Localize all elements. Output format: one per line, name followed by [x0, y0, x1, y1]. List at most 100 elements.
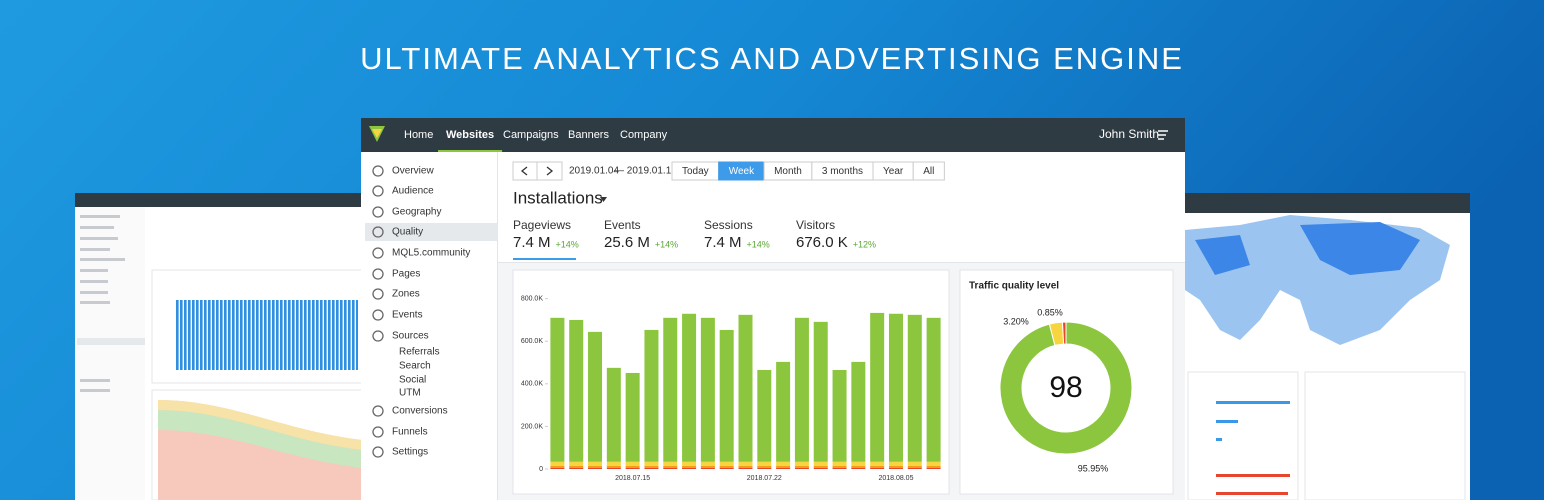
dropdown-caret	[600, 197, 607, 202]
y-tick-label: 400.0K	[521, 381, 544, 388]
period-label[interactable]: All	[923, 166, 934, 177]
bar-segment	[813, 466, 828, 468]
stat-value: 676.0 K	[796, 234, 848, 251]
bar-segment	[700, 466, 715, 468]
donut-label: 95.95%	[1078, 463, 1109, 473]
bar-segment	[569, 466, 584, 468]
period-label[interactable]: 3 months	[822, 166, 863, 177]
user-name[interactable]: John Smith	[1099, 127, 1159, 141]
bar-segment	[757, 467, 772, 469]
sidebar-subitem[interactable]: Social	[399, 375, 426, 386]
sidebar-item[interactable]: Geography	[392, 207, 441, 218]
sidebar-icon	[372, 226, 384, 238]
sidebar-item[interactable]: Zones	[392, 289, 420, 300]
stat-underline	[513, 258, 576, 260]
right-window	[1183, 193, 1470, 500]
y-tick-label: 600.0K	[521, 338, 544, 345]
bar-segment	[794, 317, 809, 462]
date-to: — 2019.01.10	[614, 166, 677, 177]
sidebar-icon	[372, 268, 384, 280]
bar-segment	[794, 467, 809, 469]
bar-segment	[870, 466, 885, 468]
bar-segment	[719, 466, 734, 468]
bar-segment	[682, 313, 697, 462]
bar-segment	[606, 467, 621, 469]
bar-segment	[588, 467, 603, 469]
stat-label: Sessions	[704, 218, 753, 232]
nav-item[interactable]: Company	[620, 129, 668, 141]
bar-segment	[757, 369, 772, 462]
top-bar	[361, 118, 1185, 152]
bar-segment	[663, 467, 678, 469]
y-tick-label: 0	[539, 466, 543, 473]
sidebar-item[interactable]: Sources	[392, 331, 429, 342]
bar-segment	[757, 461, 772, 467]
sidebar-subitem[interactable]: UTM	[399, 388, 421, 399]
bar-segment	[625, 466, 640, 468]
sidebar-item[interactable]: Audience	[392, 186, 434, 197]
donut-segment	[999, 321, 1133, 455]
bar-segment	[719, 461, 734, 467]
bar-segment	[588, 461, 603, 467]
next-button[interactable]	[536, 161, 563, 181]
bar-segment	[550, 466, 565, 468]
sidebar-item[interactable]: Events	[392, 310, 423, 321]
period-button[interactable]	[912, 161, 945, 181]
report-title[interactable]: Installations	[513, 188, 603, 207]
sidebar-item[interactable]: Pages	[392, 269, 420, 280]
stat-change: +14%	[556, 239, 579, 249]
bar-segment	[888, 467, 903, 469]
nav-item[interactable]: Campaigns	[503, 129, 559, 141]
y-tick-label: 200.0K	[521, 423, 544, 430]
bar-segment	[907, 314, 922, 462]
sidebar-subitem[interactable]: Referrals	[399, 347, 440, 358]
period-label[interactable]: Year	[883, 166, 904, 177]
bar-segment	[907, 467, 922, 469]
sidebar-icon	[372, 330, 384, 342]
sidebar-subitem[interactable]: Search	[399, 361, 431, 372]
bar-segment	[606, 466, 621, 468]
bar-segment	[663, 461, 678, 467]
donut-segment	[1061, 321, 1067, 345]
nav-item[interactable]: Websites	[446, 129, 494, 141]
x-tick-label: 2018.08.05	[878, 475, 913, 482]
bar-segment	[625, 372, 640, 462]
nav-item[interactable]: Home	[404, 129, 433, 141]
period-label[interactable]: Month	[774, 166, 802, 177]
bar-segment	[888, 461, 903, 467]
stat-value: 7.4 M	[704, 234, 742, 251]
sidebar-item[interactable]: Conversions	[392, 406, 448, 417]
stat-value: 7.4 M	[513, 234, 551, 251]
stat-change: +14%	[747, 239, 770, 249]
sidebar-item[interactable]: Funnels	[392, 427, 428, 438]
sidebar-icon	[372, 446, 384, 458]
sidebar-icon	[372, 165, 384, 177]
bar-segment	[682, 466, 697, 468]
nav-item[interactable]: Banners	[568, 129, 609, 141]
sidebar-item[interactable]: Quality	[392, 227, 423, 238]
sidebar-item[interactable]: MQL5.community	[392, 248, 470, 259]
bar-segment	[813, 321, 828, 462]
bar-segment	[832, 466, 847, 468]
sidebar-item[interactable]: Overview	[392, 166, 434, 177]
donut-card	[959, 269, 1174, 495]
x-tick-label: 2018.07.15	[615, 475, 650, 482]
period-label[interactable]: Week	[729, 166, 755, 177]
bar-segment	[644, 461, 659, 467]
sidebar-icon	[372, 247, 384, 259]
bar-segment	[588, 466, 603, 468]
prev-button[interactable]	[512, 161, 538, 181]
bar-segment	[794, 466, 809, 468]
bar-segment	[663, 317, 678, 462]
period-label[interactable]: Today	[682, 166, 709, 177]
bar-segment	[907, 466, 922, 468]
bar-segment	[588, 331, 603, 462]
sidebar-item[interactable]: Settings	[392, 447, 428, 458]
bar-segment	[832, 369, 847, 462]
bar-segment	[776, 361, 791, 462]
bar-segment	[926, 467, 941, 469]
bar-segment	[682, 467, 697, 469]
sidebar-icon	[372, 185, 384, 197]
